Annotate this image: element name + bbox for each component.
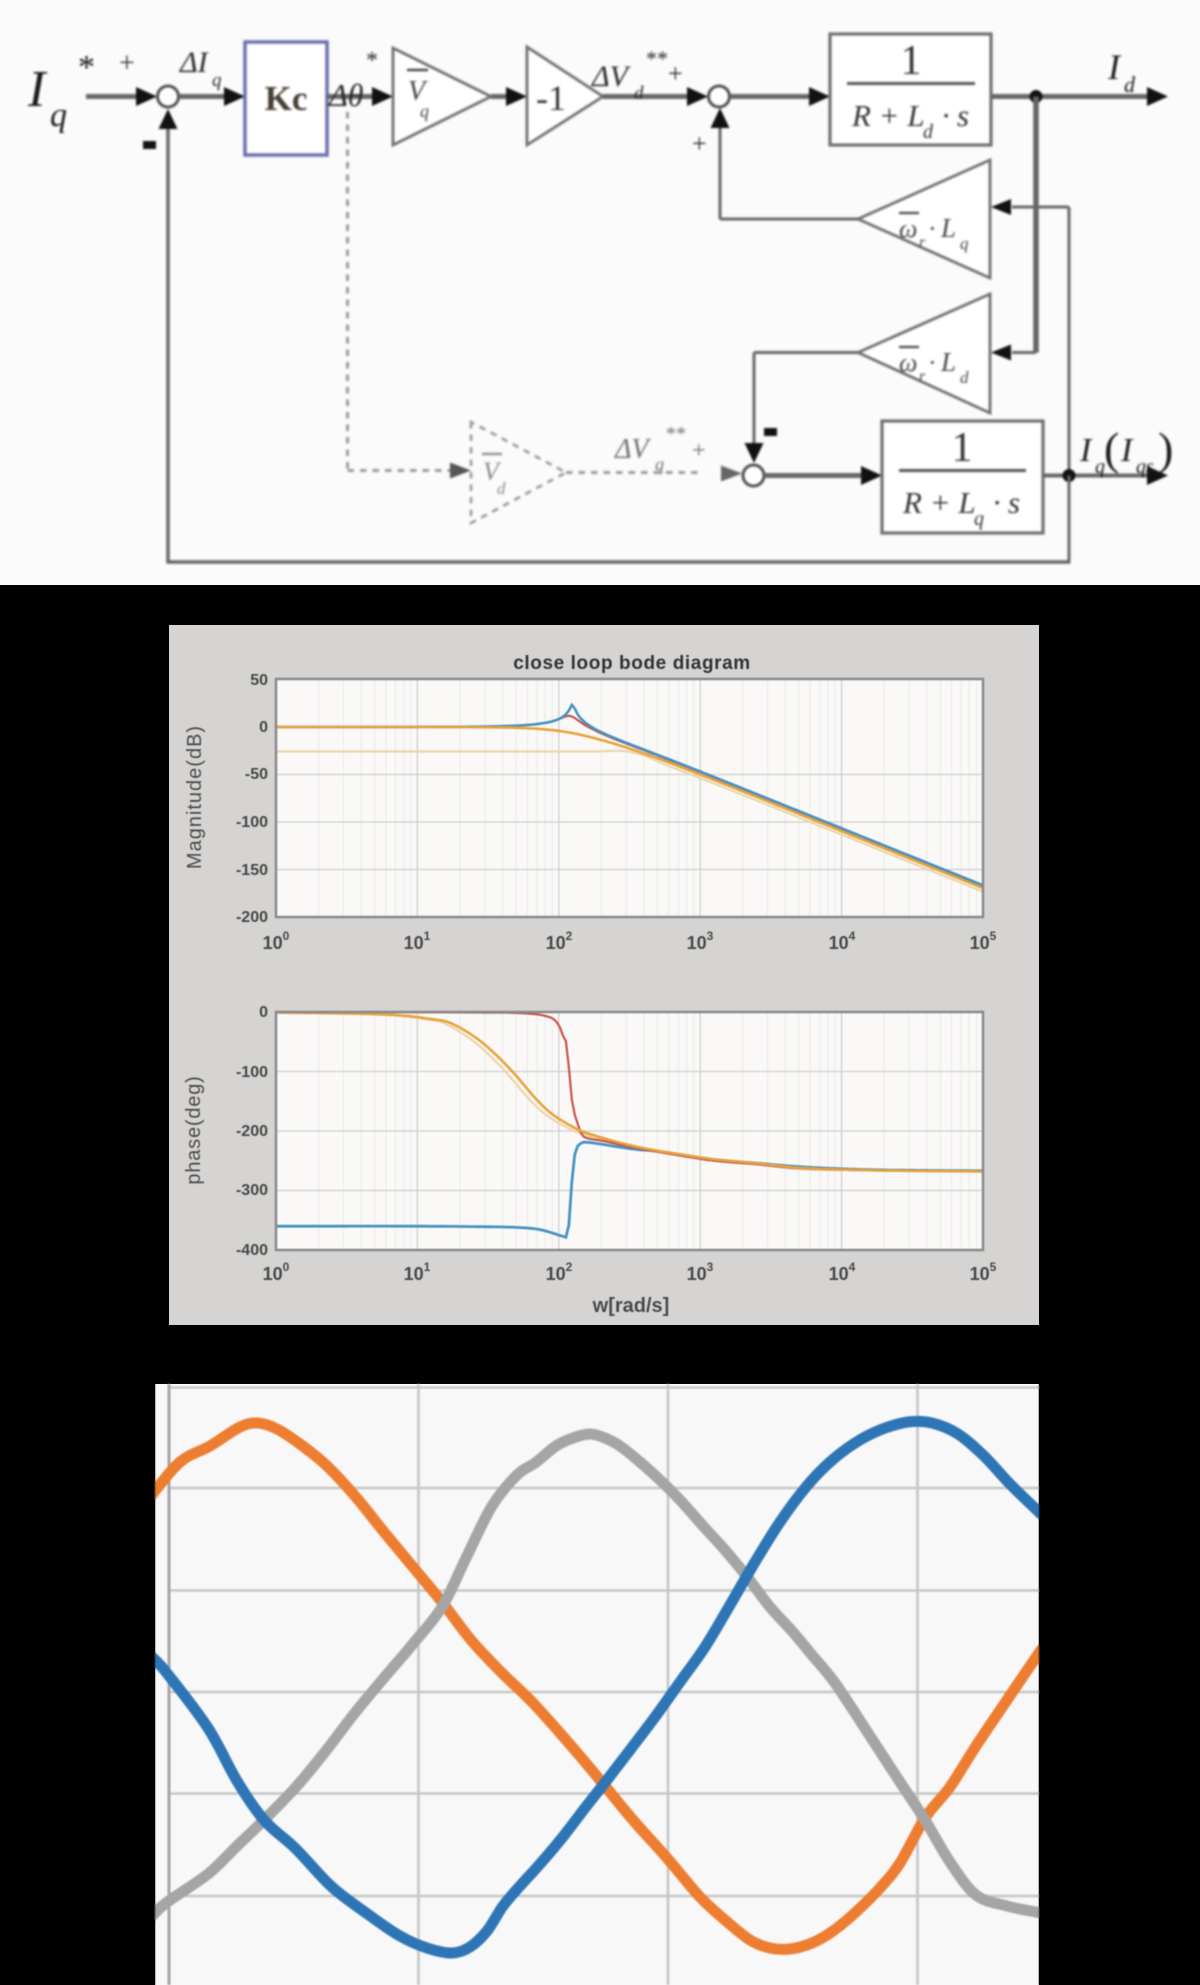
svg-text:close loop bode diagram: close loop bode diagram (513, 653, 751, 674)
svg-text:r: r (919, 368, 926, 385)
svg-text:R + L: R + L (902, 485, 976, 520)
svg-text:q: q (1095, 456, 1105, 478)
svg-text:+: + (692, 438, 706, 464)
svg-text:0: 0 (259, 719, 268, 736)
svg-text:-100: -100 (236, 814, 268, 831)
svg-text:d: d (1124, 72, 1136, 97)
svg-text:d: d (923, 121, 934, 143)
svg-text:qs: qs (1136, 456, 1154, 478)
svg-text:100: 100 (263, 929, 290, 953)
svg-text:-200: -200 (236, 909, 268, 926)
svg-text:): ) (1158, 423, 1173, 474)
svg-text:q: q (655, 454, 664, 474)
svg-text:ω: ω (899, 348, 917, 377)
svg-text:1: 1 (952, 425, 973, 471)
svg-text:+: + (668, 59, 683, 88)
svg-text:+: + (692, 129, 707, 158)
svg-text:Kc: Kc (265, 79, 308, 118)
svg-text:L: L (940, 347, 956, 377)
svg-text:-200: -200 (236, 1123, 268, 1140)
svg-text:phase(deg): phase(deg) (183, 1075, 205, 1184)
svg-text:103: 103 (687, 1260, 714, 1284)
svg-text:ω: ω (899, 214, 917, 243)
svg-text:w[rad/s]: w[rad/s] (592, 1295, 670, 1317)
svg-text:·: · (928, 348, 937, 377)
svg-text:-50: -50 (245, 766, 268, 783)
svg-text:ΔV: ΔV (591, 60, 632, 93)
svg-text:V: V (408, 76, 428, 107)
svg-text:I: I (1079, 432, 1093, 469)
svg-text:-150: -150 (236, 862, 268, 879)
svg-text:**: ** (646, 46, 668, 71)
svg-text:-100: -100 (236, 1064, 268, 1081)
svg-text:0: 0 (259, 1004, 268, 1021)
svg-text:(: ( (1104, 423, 1119, 474)
svg-text:102: 102 (546, 929, 573, 953)
svg-text:101: 101 (404, 1260, 431, 1284)
svg-text:100: 100 (263, 1260, 290, 1284)
svg-text:105: 105 (970, 929, 997, 953)
svg-text:Magnitude(dB): Magnitude(dB) (184, 725, 206, 869)
svg-text:*: * (366, 48, 378, 74)
svg-text:I: I (1120, 432, 1134, 469)
svg-text:q: q (420, 101, 429, 121)
svg-text:-300: -300 (236, 1182, 268, 1199)
svg-text:103: 103 (687, 929, 714, 953)
svg-text:101: 101 (404, 929, 431, 953)
svg-text:d: d (634, 83, 644, 104)
svg-text:-400: -400 (236, 1242, 268, 1259)
svg-text:I: I (27, 61, 48, 118)
svg-text:50: 50 (250, 672, 268, 689)
svg-text:104: 104 (829, 929, 856, 953)
svg-text:V: V (483, 457, 502, 486)
svg-text:R + L: R + L (851, 98, 925, 133)
svg-text:-1: -1 (536, 78, 566, 118)
svg-text:104: 104 (829, 1260, 856, 1284)
svg-text:q: q (212, 70, 222, 91)
svg-text:ΔV: ΔV (614, 434, 651, 465)
svg-text:**: ** (666, 423, 686, 445)
svg-text:·: · (941, 98, 951, 133)
svg-text:q: q (50, 97, 67, 134)
svg-text:+: + (119, 48, 135, 79)
svg-text:I: I (1107, 47, 1122, 87)
svg-text:105: 105 (970, 1260, 997, 1284)
svg-text:*: * (78, 49, 95, 86)
svg-text:s: s (1008, 485, 1020, 520)
svg-text:·: · (928, 214, 937, 243)
svg-text:ΔI: ΔI (179, 46, 210, 79)
svg-text:s: s (957, 98, 969, 133)
svg-text:1: 1 (901, 38, 922, 84)
svg-text:·: · (992, 485, 1002, 520)
svg-text:Δθ: Δθ (327, 77, 364, 113)
svg-text:102: 102 (546, 1260, 573, 1284)
svg-text:d: d (497, 479, 506, 498)
svg-text:r: r (919, 234, 926, 251)
svg-text:d: d (960, 368, 969, 387)
svg-text:q: q (974, 508, 984, 530)
svg-text:L: L (940, 213, 956, 243)
svg-text:q: q (960, 234, 969, 253)
